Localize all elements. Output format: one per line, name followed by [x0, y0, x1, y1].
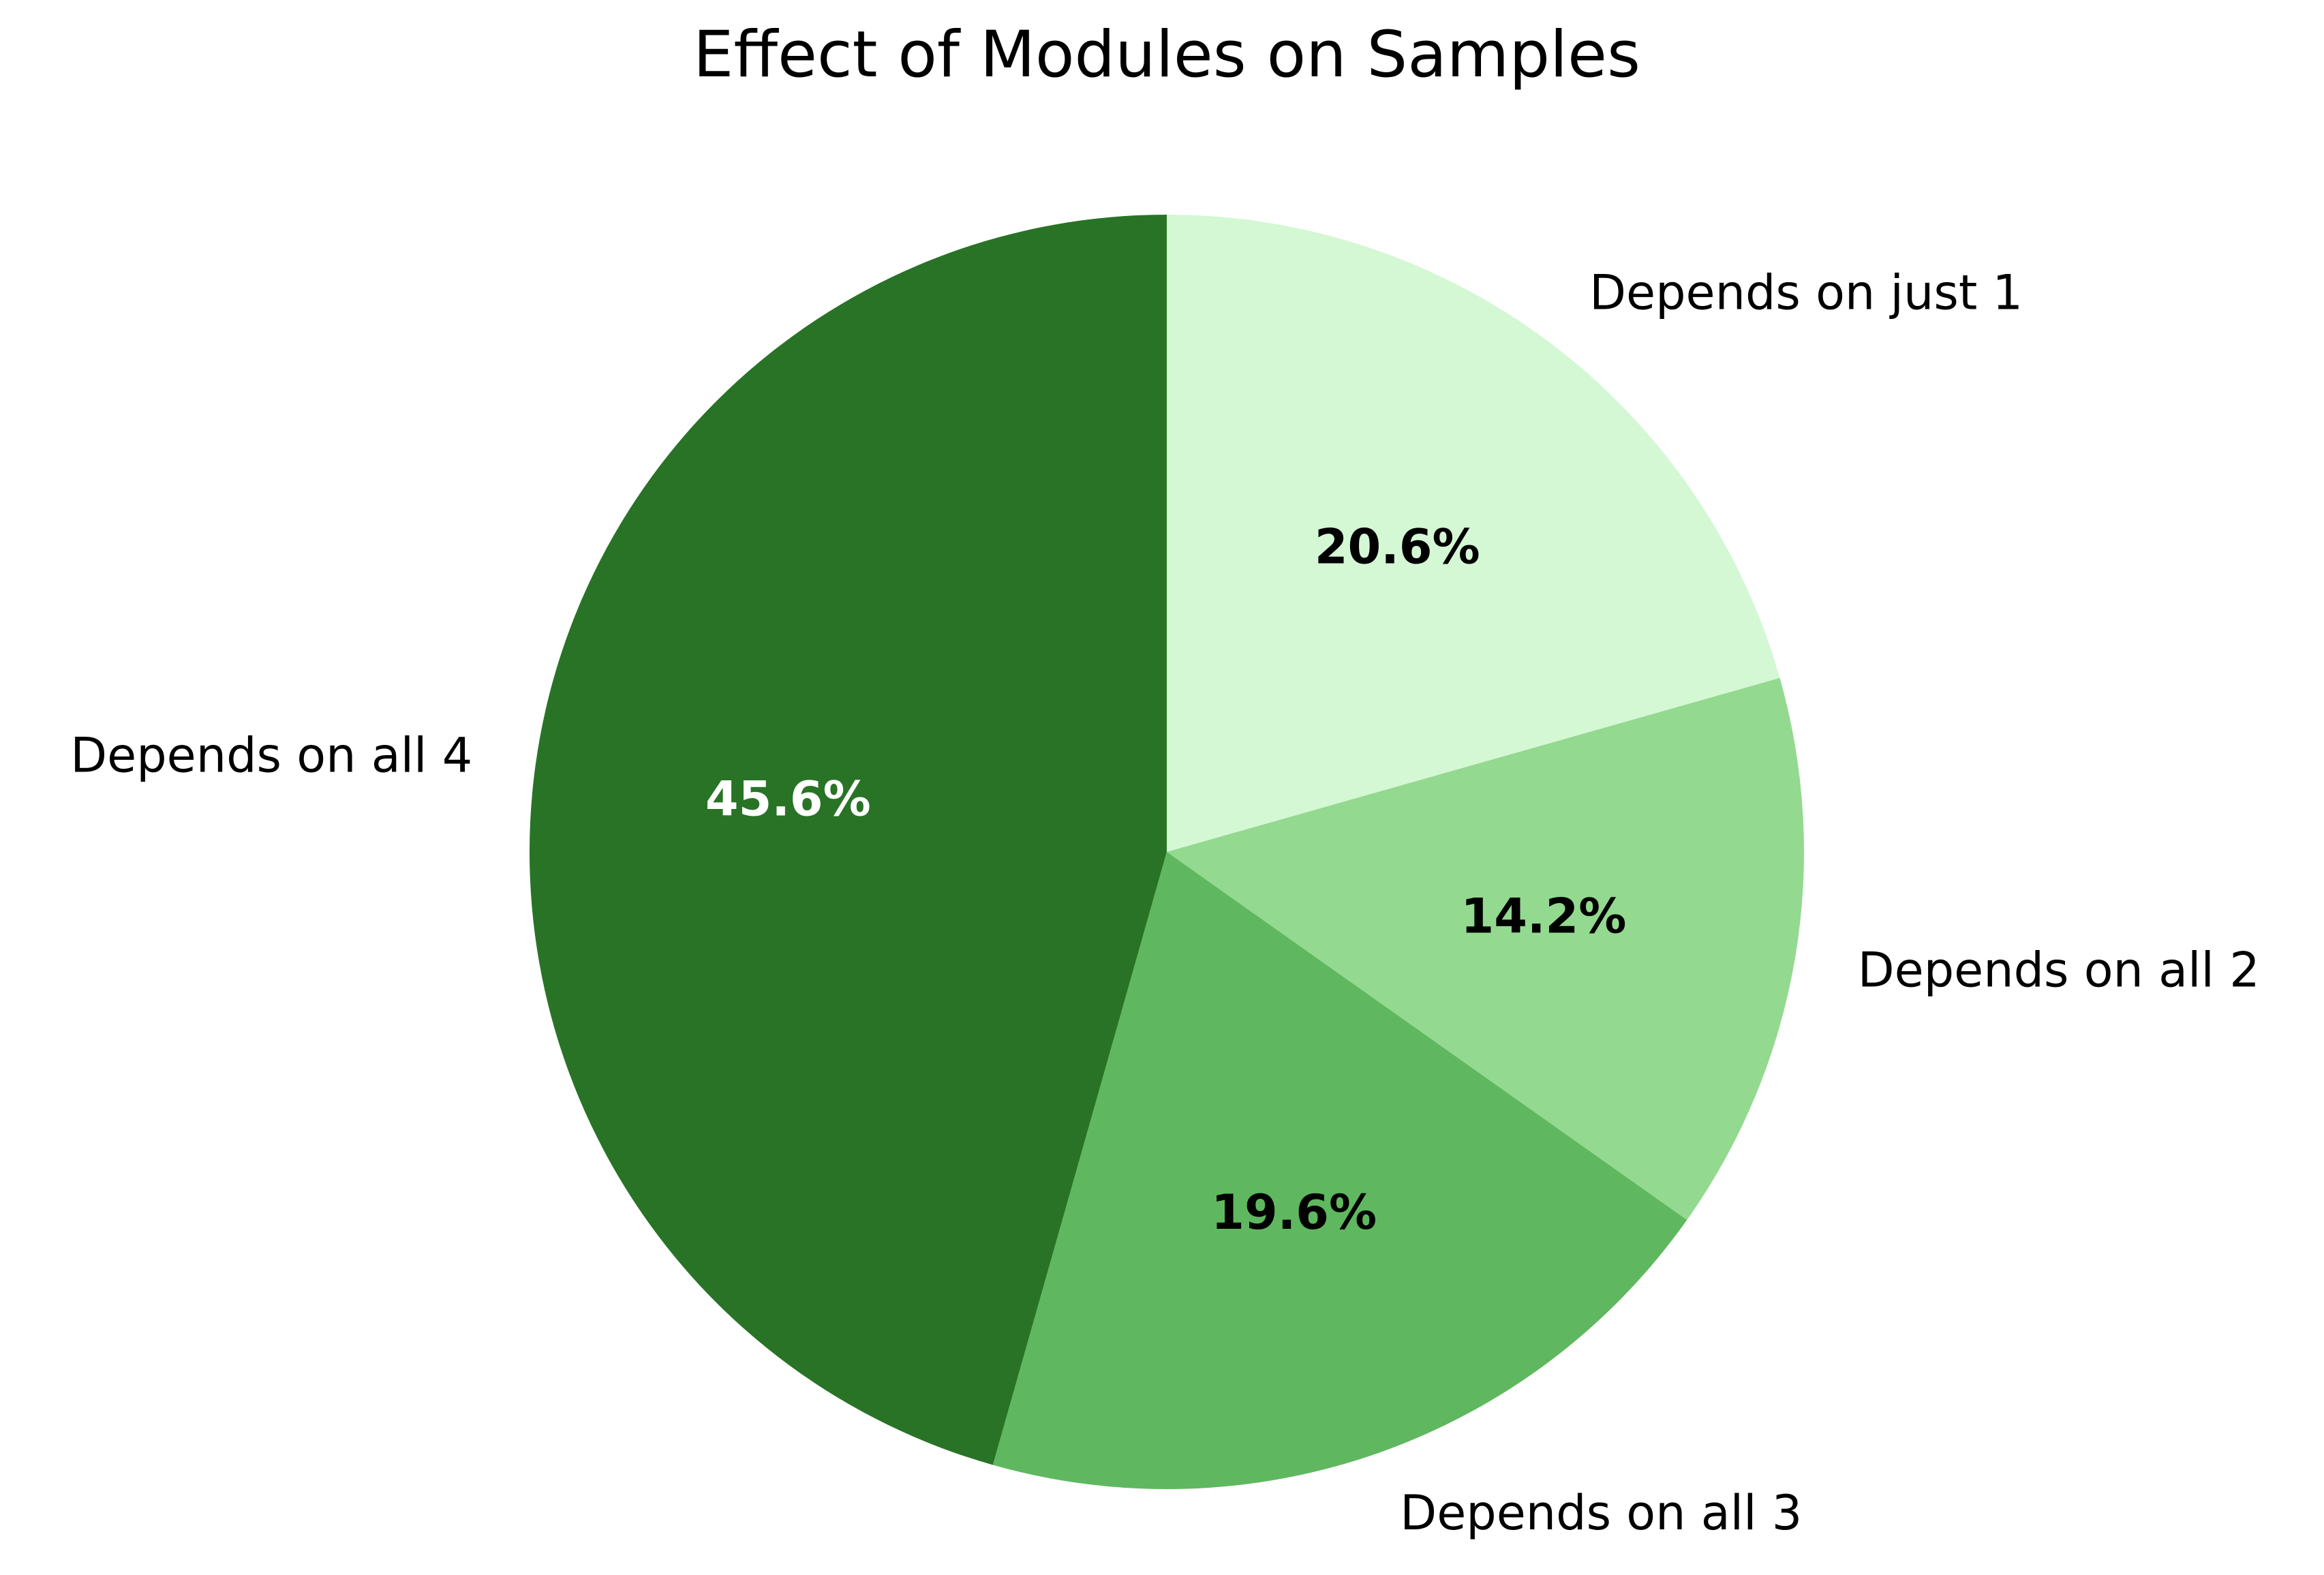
slice-percent-label: 20.6%	[1315, 519, 1480, 575]
pie-slice-labels: Depends on just 1 Depends on all 2 Depends…	[70, 264, 2259, 1540]
pie-slice	[992, 852, 1687, 1489]
chart-title: Effect of Modules on Samples	[693, 18, 1640, 92]
slice-category-label: Depends on all 3	[1400, 1485, 1802, 1541]
slice-category-label: Depends on just 1	[1589, 264, 2023, 320]
pie-slice	[1167, 215, 1780, 852]
slice-category-label: Depends on all 2	[1858, 943, 2260, 998]
slice-percent-label: 14.2%	[1461, 889, 1627, 945]
slice-category-label: Depends on all 4	[70, 727, 472, 783]
pie-slice	[1167, 677, 1804, 1221]
slice-percent-label: 45.6%	[705, 771, 871, 827]
pie-percent-labels: 20.6% 14.2% 19.6% 45.6%	[705, 519, 1626, 1240]
slice-percent-label: 19.6%	[1211, 1184, 1377, 1240]
pie-slice	[530, 215, 1167, 1465]
pie-slices	[530, 215, 1804, 1489]
